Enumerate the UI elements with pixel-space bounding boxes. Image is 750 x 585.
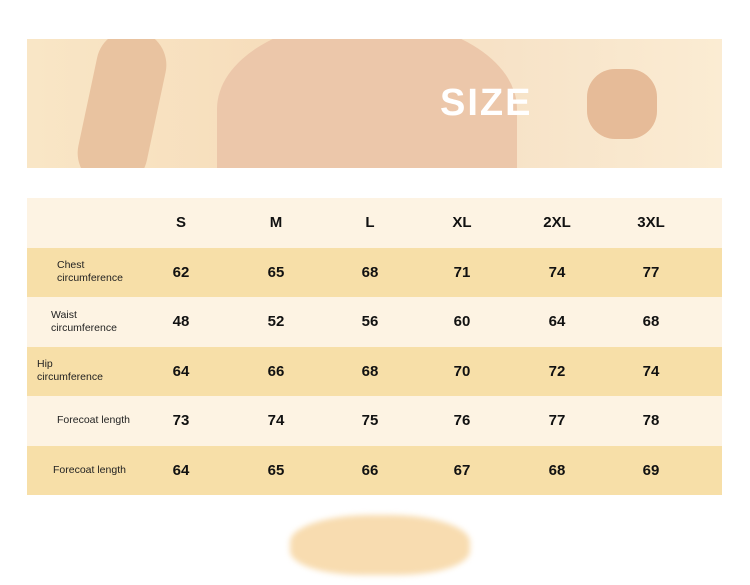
model-arm	[71, 39, 173, 168]
banner-image	[27, 39, 722, 168]
table-row: Waist circumference 48 52 56 60 64 68	[27, 297, 722, 347]
size-value: 65	[267, 263, 285, 281]
size-value: 75	[361, 412, 379, 430]
size-value: 68	[361, 263, 379, 281]
size-value: 74	[548, 263, 566, 281]
size-value: 68	[361, 362, 379, 380]
size-value: 56	[361, 313, 379, 331]
size-header: S	[175, 214, 186, 232]
size-value: 64	[548, 313, 566, 331]
decorative-blob	[290, 515, 470, 575]
size-value: 68	[548, 461, 566, 479]
size-value: 78	[642, 412, 660, 430]
size-value: 62	[172, 263, 190, 281]
table-row: Hip circumference 64 66 68 70 72 74	[27, 346, 722, 396]
table-row: Forecoat length 73 74 75 76 77 78	[27, 396, 722, 446]
size-header: 3XL	[637, 214, 665, 232]
row-label: Hip circumference	[37, 358, 103, 384]
size-value: 64	[172, 362, 190, 380]
size-value: 77	[548, 412, 566, 430]
size-value: 69	[642, 461, 660, 479]
row-label: Waist circumference	[51, 308, 117, 334]
table-row: Forecoat length 64 65 66 67 68 69	[27, 445, 722, 495]
size-value: 76	[453, 412, 471, 430]
row-label: Forecoat length	[57, 414, 130, 427]
size-value: 65	[267, 461, 285, 479]
size-value: 67	[453, 461, 471, 479]
size-value: 60	[453, 313, 471, 331]
size-header: XL	[452, 214, 472, 232]
size-value: 71	[453, 263, 471, 281]
size-value: 74	[267, 412, 285, 430]
size-value: 73	[172, 412, 190, 430]
row-label: Chest circumference	[57, 259, 123, 285]
row-label: Forecoat length	[53, 463, 126, 476]
size-value: 70	[453, 362, 471, 380]
size-value: 74	[642, 362, 660, 380]
size-value: 64	[172, 461, 190, 479]
size-table: S M L XL 2XL 3XL Chest circumference 62 65 68 71 74…	[27, 198, 722, 495]
size-value: 77	[642, 263, 660, 281]
size-header: 2XL	[543, 214, 571, 232]
size-value: 52	[267, 313, 285, 331]
header-row: S M L XL 2XL 3XL	[27, 198, 722, 248]
size-header: L	[365, 214, 375, 232]
size-value: 48	[172, 313, 190, 331]
size-value: 68	[642, 313, 660, 331]
banner-title: SIZE	[440, 82, 533, 124]
model-body	[217, 39, 517, 168]
size-header: M	[269, 214, 283, 232]
size-value: 66	[267, 362, 285, 380]
size-value: 66	[361, 461, 379, 479]
table-row: Chest circumference 62 65 68 71 74 77	[27, 247, 722, 297]
model-hand	[587, 69, 657, 139]
size-value: 72	[548, 362, 566, 380]
